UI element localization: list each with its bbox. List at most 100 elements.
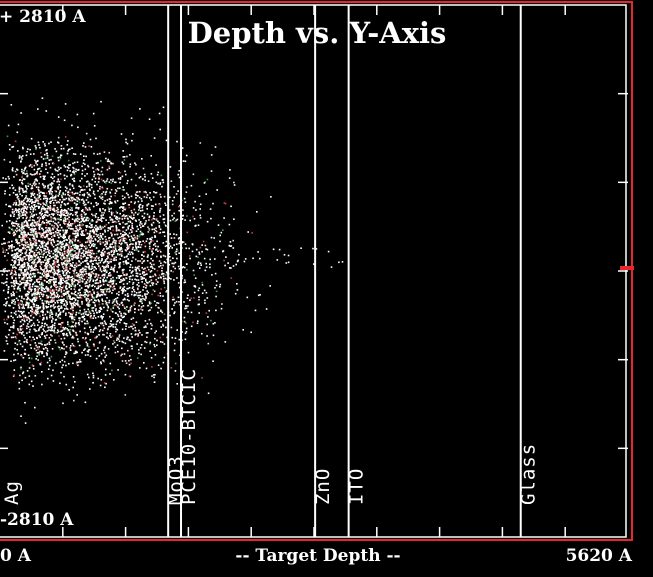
ion-point xyxy=(36,193,39,196)
ion-point xyxy=(79,264,81,266)
ion-point xyxy=(47,326,49,329)
ion-point xyxy=(83,142,85,144)
ion-point xyxy=(130,345,133,347)
ion-point xyxy=(80,287,83,289)
ion-point xyxy=(18,208,21,211)
ion-point xyxy=(72,297,75,300)
ion-point xyxy=(85,199,88,201)
ion-point xyxy=(100,352,103,355)
ion-point xyxy=(76,274,78,277)
ion-point xyxy=(33,168,36,171)
ion-point xyxy=(152,289,155,291)
ion-point xyxy=(33,261,36,263)
ion-point xyxy=(69,254,72,256)
ion-point xyxy=(99,261,102,264)
ion-point xyxy=(109,280,112,282)
ion-point xyxy=(144,325,147,327)
ion-point xyxy=(52,380,55,382)
ion-point xyxy=(67,323,69,326)
ion-point xyxy=(28,277,30,279)
ion-point xyxy=(11,245,13,247)
ion-point xyxy=(34,274,36,276)
ion-point xyxy=(102,333,104,336)
ion-point xyxy=(14,170,17,173)
ion-point xyxy=(46,348,49,350)
ion-point xyxy=(34,300,36,302)
ion-point xyxy=(83,185,85,187)
ion-point xyxy=(117,245,120,248)
ion-point xyxy=(34,290,36,292)
ion-point xyxy=(19,257,21,259)
ion-point xyxy=(153,244,155,246)
ion-point xyxy=(68,239,71,241)
ion-point xyxy=(85,225,87,227)
ion-point xyxy=(79,330,81,333)
ion-point xyxy=(87,254,89,256)
ion-point xyxy=(68,198,70,201)
ion-point xyxy=(30,223,32,225)
ion-point xyxy=(97,287,99,290)
ion-point xyxy=(199,246,202,249)
ion-point xyxy=(97,161,99,164)
ion-point xyxy=(100,197,102,199)
ion-point xyxy=(155,304,157,307)
ion-point xyxy=(5,284,8,286)
ion-point xyxy=(66,268,68,271)
ion-point xyxy=(214,322,216,324)
ion-point xyxy=(53,331,55,333)
ion-point xyxy=(122,261,125,263)
ion-point xyxy=(43,307,45,309)
ion-point xyxy=(135,164,137,166)
ion-point xyxy=(49,314,51,317)
ion-point xyxy=(62,220,65,223)
ion-point xyxy=(74,192,77,194)
ion-point xyxy=(30,310,32,312)
ion-point xyxy=(87,180,89,183)
ion-point xyxy=(113,285,115,288)
ion-point xyxy=(36,346,39,348)
ion-point xyxy=(53,234,56,236)
ion-point xyxy=(24,173,26,175)
ion-point xyxy=(99,232,102,235)
ion-point xyxy=(57,251,59,254)
ion-point xyxy=(8,232,11,234)
ion-point xyxy=(49,207,51,210)
ion-point xyxy=(37,188,40,191)
ion-point xyxy=(13,353,15,356)
ion-point xyxy=(82,275,84,277)
ion-point xyxy=(26,303,29,305)
ion-point xyxy=(39,203,42,206)
ion-point xyxy=(51,191,53,193)
ion-point xyxy=(25,203,27,206)
ion-point xyxy=(29,238,31,240)
ion-point xyxy=(12,229,14,232)
ion-point xyxy=(33,184,36,187)
ion-point xyxy=(215,280,218,282)
ion-point xyxy=(87,219,89,222)
ion-point xyxy=(171,214,173,217)
ion-point xyxy=(125,273,127,276)
ion-point xyxy=(84,322,86,325)
ion-point xyxy=(149,197,151,199)
ion-point xyxy=(85,248,87,250)
ion-point xyxy=(92,289,94,291)
ion-point xyxy=(52,303,55,306)
ion-point xyxy=(173,279,175,281)
ion-point xyxy=(110,182,113,184)
ion-point xyxy=(45,219,48,221)
ion-point xyxy=(220,231,223,234)
ion-point xyxy=(116,218,118,221)
ion-point xyxy=(118,229,121,232)
ion-point xyxy=(52,268,55,270)
ion-point xyxy=(25,217,28,220)
ion-point xyxy=(179,204,181,207)
ion-point xyxy=(34,292,36,294)
ion-point xyxy=(103,351,106,354)
ion-point xyxy=(129,154,131,156)
ion-point xyxy=(9,161,11,163)
ion-point xyxy=(95,137,97,140)
ion-point xyxy=(14,262,16,265)
ion-point xyxy=(63,248,66,250)
ion-point xyxy=(66,278,69,280)
ion-point xyxy=(29,270,32,272)
